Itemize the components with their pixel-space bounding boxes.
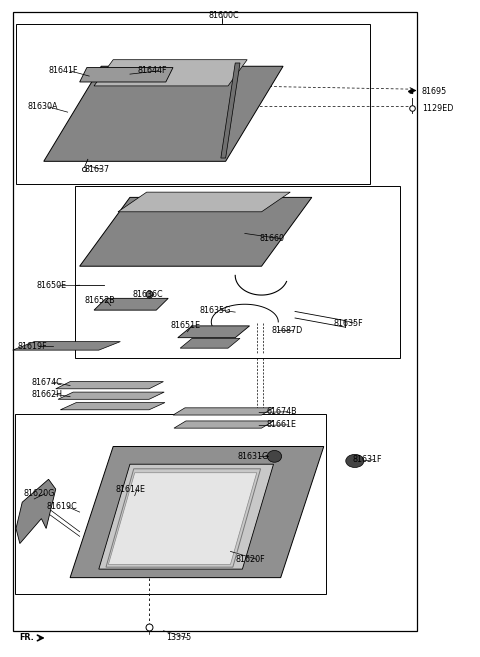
Polygon shape: [99, 464, 274, 569]
Polygon shape: [16, 480, 56, 543]
Polygon shape: [108, 473, 257, 564]
Text: FR.: FR.: [19, 633, 34, 643]
Bar: [75, 186, 400, 358]
Text: 13375: 13375: [166, 633, 191, 643]
Text: 81614E: 81614E: [116, 485, 145, 493]
Polygon shape: [80, 68, 173, 82]
Polygon shape: [94, 60, 247, 86]
Polygon shape: [70, 447, 324, 578]
Polygon shape: [178, 326, 250, 338]
Text: 81660: 81660: [259, 234, 284, 243]
Text: 81635G: 81635G: [199, 306, 231, 315]
Polygon shape: [58, 392, 164, 399]
Polygon shape: [56, 382, 163, 389]
Ellipse shape: [346, 455, 364, 468]
Polygon shape: [118, 192, 290, 212]
Polygon shape: [60, 403, 165, 410]
Text: 81630A: 81630A: [27, 102, 58, 112]
Text: 81636C: 81636C: [132, 290, 163, 299]
Text: 81650E: 81650E: [36, 281, 67, 290]
Bar: [15, 414, 326, 594]
Text: 81652B: 81652B: [84, 296, 115, 305]
Text: 81674C: 81674C: [32, 378, 62, 387]
Polygon shape: [44, 66, 283, 162]
Text: 81687D: 81687D: [271, 326, 302, 335]
Text: 81644F: 81644F: [137, 66, 167, 76]
Text: 81619C: 81619C: [46, 503, 77, 511]
Polygon shape: [80, 197, 312, 266]
Text: 81635F: 81635F: [333, 319, 363, 328]
Text: 81695: 81695: [422, 87, 447, 96]
Text: 81600C: 81600C: [209, 11, 240, 20]
Text: 81662H: 81662H: [32, 390, 63, 399]
Bar: [12, 12, 417, 631]
Text: 81619F: 81619F: [17, 342, 47, 351]
Text: 61674B: 61674B: [266, 407, 297, 417]
Polygon shape: [174, 421, 274, 428]
Polygon shape: [180, 338, 240, 348]
Text: 81631F: 81631F: [352, 455, 382, 464]
Bar: [16, 24, 370, 184]
Text: 81661E: 81661E: [266, 420, 296, 430]
Text: 81637: 81637: [84, 165, 109, 173]
Text: 81620G: 81620G: [24, 489, 55, 498]
Text: 81651E: 81651E: [170, 321, 201, 330]
Text: 81641F: 81641F: [48, 66, 78, 76]
Text: 1129ED: 1129ED: [422, 104, 453, 114]
Polygon shape: [94, 298, 168, 310]
Polygon shape: [221, 63, 240, 158]
Text: 81620F: 81620F: [235, 555, 265, 564]
Ellipse shape: [267, 451, 282, 463]
Text: 81631G: 81631G: [238, 452, 269, 461]
Polygon shape: [173, 408, 274, 415]
Polygon shape: [12, 342, 120, 350]
